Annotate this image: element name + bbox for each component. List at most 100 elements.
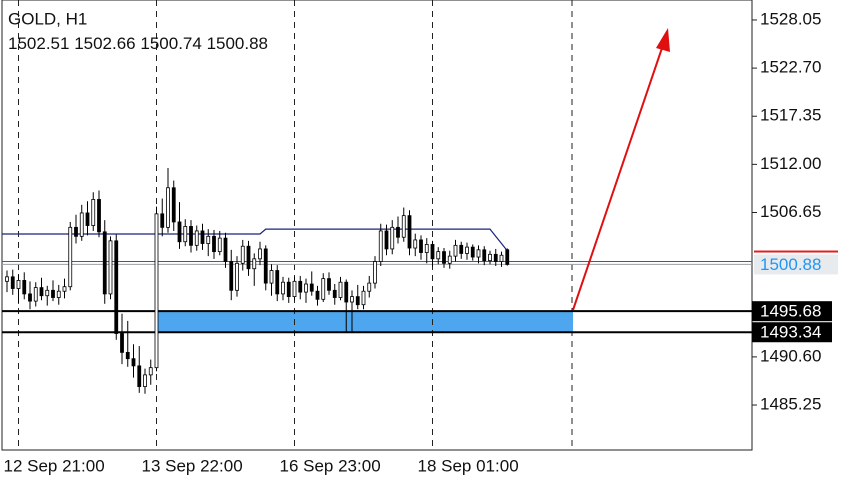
candle-body bbox=[436, 251, 441, 260]
candle-body bbox=[51, 289, 55, 298]
candle-body bbox=[292, 280, 297, 298]
candle-body bbox=[269, 270, 274, 284]
candle-body bbox=[74, 226, 78, 237]
candle-body bbox=[200, 230, 205, 244]
ohlc-open: 1502.51 bbox=[8, 34, 69, 53]
candle-body bbox=[327, 278, 331, 291]
y-tick-label: 1485.25 bbox=[760, 395, 821, 414]
candle-body bbox=[413, 239, 418, 249]
candle-body bbox=[5, 276, 9, 282]
ohlc-header: 1502.51 1502.66 1500.74 1500.88 bbox=[8, 34, 268, 53]
candle-body bbox=[131, 358, 136, 367]
candle-body bbox=[258, 248, 262, 260]
price-label: 1500.88 bbox=[760, 255, 821, 274]
y-tick-label: 1512.00 bbox=[760, 154, 821, 173]
ohlc-low: 1500.74 bbox=[140, 34, 201, 53]
candle-body bbox=[217, 237, 222, 253]
candle-body bbox=[143, 374, 147, 387]
candle-body bbox=[97, 199, 101, 233]
candle-body bbox=[344, 281, 349, 303]
candle-body bbox=[194, 230, 199, 246]
plot-frame bbox=[1, 0, 753, 451]
candle-body bbox=[79, 212, 84, 237]
candle-body bbox=[246, 245, 251, 270]
x-tick-label: 16 Sep 23:00 bbox=[280, 456, 381, 475]
candle-body bbox=[338, 281, 343, 298]
x-tick-label: 12 Sep 21:00 bbox=[4, 456, 105, 475]
candle-body bbox=[171, 187, 176, 223]
candle-body bbox=[114, 240, 119, 334]
ask-marker bbox=[754, 250, 838, 253]
candle-body bbox=[396, 226, 400, 238]
candle-body bbox=[281, 281, 285, 295]
candle-body bbox=[304, 283, 308, 293]
candle-body bbox=[85, 212, 90, 226]
candle-body bbox=[16, 280, 21, 289]
candle-body bbox=[183, 226, 188, 243]
candle-body bbox=[286, 281, 291, 298]
candle-body bbox=[125, 351, 130, 360]
candle-body bbox=[401, 215, 406, 238]
arrow-head bbox=[656, 28, 670, 52]
candle-body bbox=[33, 287, 38, 302]
level-label: 1493.34 bbox=[760, 323, 821, 342]
level-label-box bbox=[752, 322, 832, 343]
moving-average bbox=[2, 228, 508, 252]
candle-body bbox=[430, 244, 435, 260]
level-label-box bbox=[752, 301, 832, 322]
symbol-title: GOLD, H1 bbox=[8, 9, 87, 28]
candle-body bbox=[499, 254, 504, 262]
candle-body bbox=[482, 249, 487, 262]
candle-body bbox=[298, 280, 303, 293]
candle-body bbox=[212, 235, 216, 253]
ohlc-high: 1502.66 bbox=[74, 34, 135, 53]
y-tick-label: 1522.70 bbox=[760, 58, 821, 77]
candle-body bbox=[493, 253, 498, 262]
candle-body bbox=[447, 255, 452, 264]
x-tick-label: 18 Sep 01:00 bbox=[418, 456, 519, 475]
candle-body bbox=[154, 213, 159, 369]
candle-body bbox=[160, 213, 165, 228]
candle-body bbox=[120, 333, 124, 353]
candle-body bbox=[177, 221, 182, 243]
candle-body bbox=[315, 290, 320, 300]
candle-body bbox=[361, 290, 366, 306]
candle-body bbox=[378, 230, 383, 262]
candle-body bbox=[252, 258, 257, 270]
candle-body bbox=[476, 249, 481, 258]
candle-body bbox=[102, 231, 107, 295]
candle-body bbox=[10, 276, 15, 289]
zone bbox=[156, 311, 573, 333]
candle-body bbox=[373, 261, 377, 284]
candle-body bbox=[206, 235, 211, 244]
candle-body bbox=[390, 226, 395, 250]
candle-body bbox=[108, 240, 113, 295]
candle-body bbox=[424, 244, 429, 253]
candle-body bbox=[350, 296, 354, 303]
candle-body bbox=[453, 244, 458, 257]
candle-body bbox=[39, 287, 44, 297]
candle-body bbox=[263, 248, 268, 284]
y-tick-label: 1506.65 bbox=[760, 202, 821, 221]
candle-body bbox=[223, 237, 228, 262]
candle-body bbox=[275, 270, 280, 295]
ohlc-close: 1500.88 bbox=[207, 34, 268, 53]
arrow-shaft bbox=[572, 47, 663, 311]
candle-body bbox=[189, 226, 193, 246]
candle-body bbox=[137, 365, 142, 387]
candle-body bbox=[407, 215, 412, 249]
y-tick-label: 1528.05 bbox=[760, 9, 821, 28]
candle-body bbox=[465, 246, 469, 254]
candle-body bbox=[28, 293, 32, 302]
candle-body bbox=[166, 187, 170, 228]
candle-body bbox=[62, 286, 67, 292]
candle-body bbox=[332, 289, 337, 298]
candle-body bbox=[91, 199, 96, 226]
candle-body bbox=[419, 239, 423, 253]
y-tick-label: 1490.60 bbox=[760, 346, 821, 365]
candle-body bbox=[470, 246, 475, 258]
y-tick-label: 1517.35 bbox=[760, 106, 821, 125]
candle-body bbox=[229, 261, 234, 291]
candle-body bbox=[442, 251, 446, 264]
